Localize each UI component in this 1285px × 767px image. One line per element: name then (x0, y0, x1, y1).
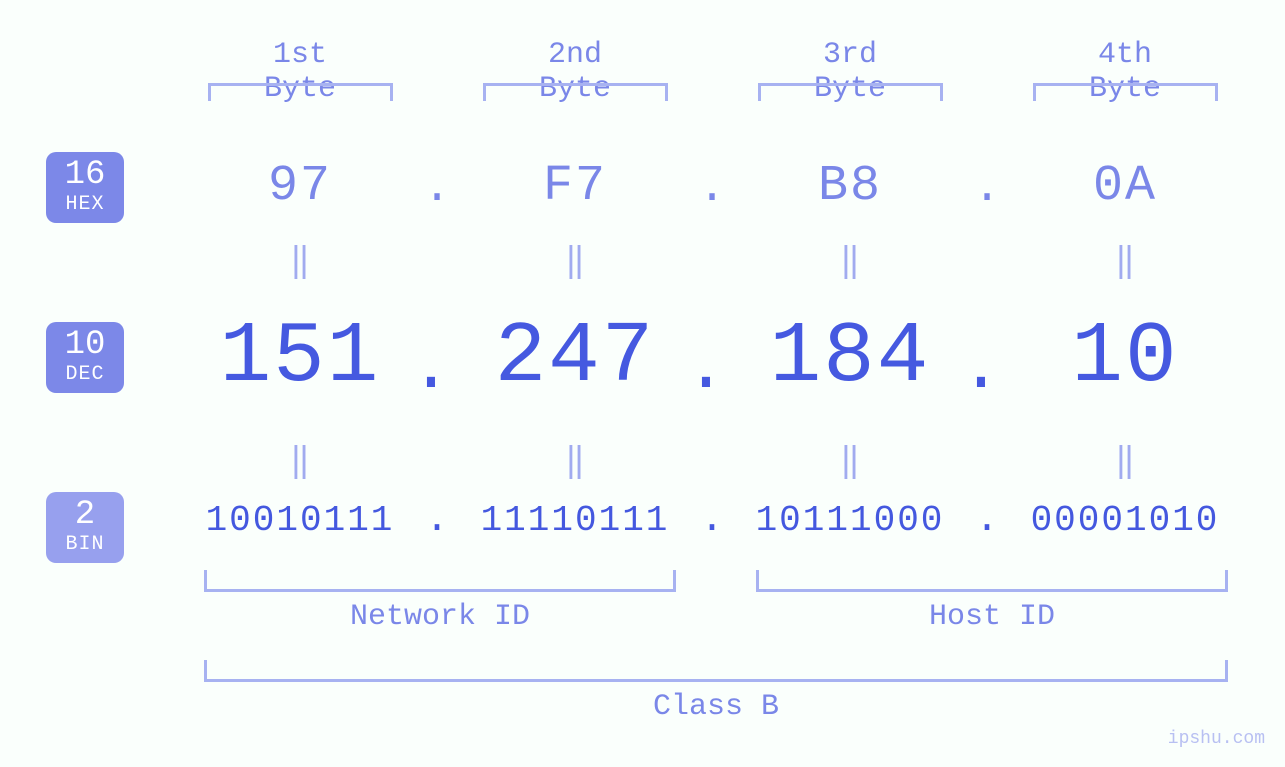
bin-dot-1: . (417, 498, 457, 543)
base-badge-dec-abbr: DEC (46, 364, 124, 385)
eq-hex-dec-2: ‖ (545, 240, 605, 282)
hex-dot-2: . (692, 162, 732, 214)
eq-dec-bin-4: ‖ (1095, 440, 1155, 482)
eq-hex-dec-3: ‖ (820, 240, 880, 282)
base-badge-bin: 2 BIN (46, 492, 124, 563)
hex-byte-3: B8 (790, 158, 910, 215)
base-badge-hex-num: 16 (46, 158, 124, 194)
bin-dot-3: . (967, 498, 1007, 543)
base-badge-dec-num: 10 (46, 328, 124, 364)
hex-dot-1: . (417, 162, 457, 214)
bin-byte-4: 00001010 (1020, 500, 1230, 541)
eq-hex-dec-1: ‖ (270, 240, 330, 282)
label-host-id: Host ID (756, 600, 1228, 634)
dec-byte-4: 10 (1025, 308, 1225, 406)
bin-byte-1: 10010111 (195, 500, 405, 541)
eq-dec-bin-3: ‖ (820, 440, 880, 482)
eq-hex-dec-4: ‖ (1095, 240, 1155, 282)
label-class: Class B (204, 690, 1228, 724)
dec-byte-1: 151 (200, 308, 400, 406)
bracket-network-id (204, 570, 676, 592)
base-badge-hex: 16 HEX (46, 152, 124, 223)
bracket-host-id (756, 570, 1228, 592)
bin-byte-2: 11110111 (470, 500, 680, 541)
hex-byte-2: F7 (515, 158, 635, 215)
base-badge-hex-abbr: HEX (46, 194, 124, 215)
hex-byte-4: 0A (1065, 158, 1185, 215)
dec-dot-3: . (960, 330, 1000, 409)
dec-byte-2: 247 (475, 308, 675, 406)
bracket-class (204, 660, 1228, 682)
hex-byte-1: 97 (240, 158, 360, 215)
base-badge-bin-abbr: BIN (46, 534, 124, 555)
dec-byte-3: 184 (750, 308, 950, 406)
hex-dot-3: . (967, 162, 1007, 214)
watermark: ipshu.com (1168, 729, 1265, 749)
top-bracket-3 (758, 83, 943, 101)
ip-breakdown-diagram: 1st Byte 2nd Byte 3rd Byte 4th Byte 16 H… (0, 0, 1285, 767)
top-bracket-4 (1033, 83, 1218, 101)
eq-dec-bin-1: ‖ (270, 440, 330, 482)
eq-dec-bin-2: ‖ (545, 440, 605, 482)
dec-dot-1: . (410, 330, 450, 409)
dec-dot-2: . (685, 330, 725, 409)
bin-dot-2: . (692, 498, 732, 543)
label-network-id: Network ID (204, 600, 676, 634)
top-bracket-1 (208, 83, 393, 101)
base-badge-bin-num: 2 (46, 498, 124, 534)
bin-byte-3: 10111000 (745, 500, 955, 541)
base-badge-dec: 10 DEC (46, 322, 124, 393)
top-bracket-2 (483, 83, 668, 101)
